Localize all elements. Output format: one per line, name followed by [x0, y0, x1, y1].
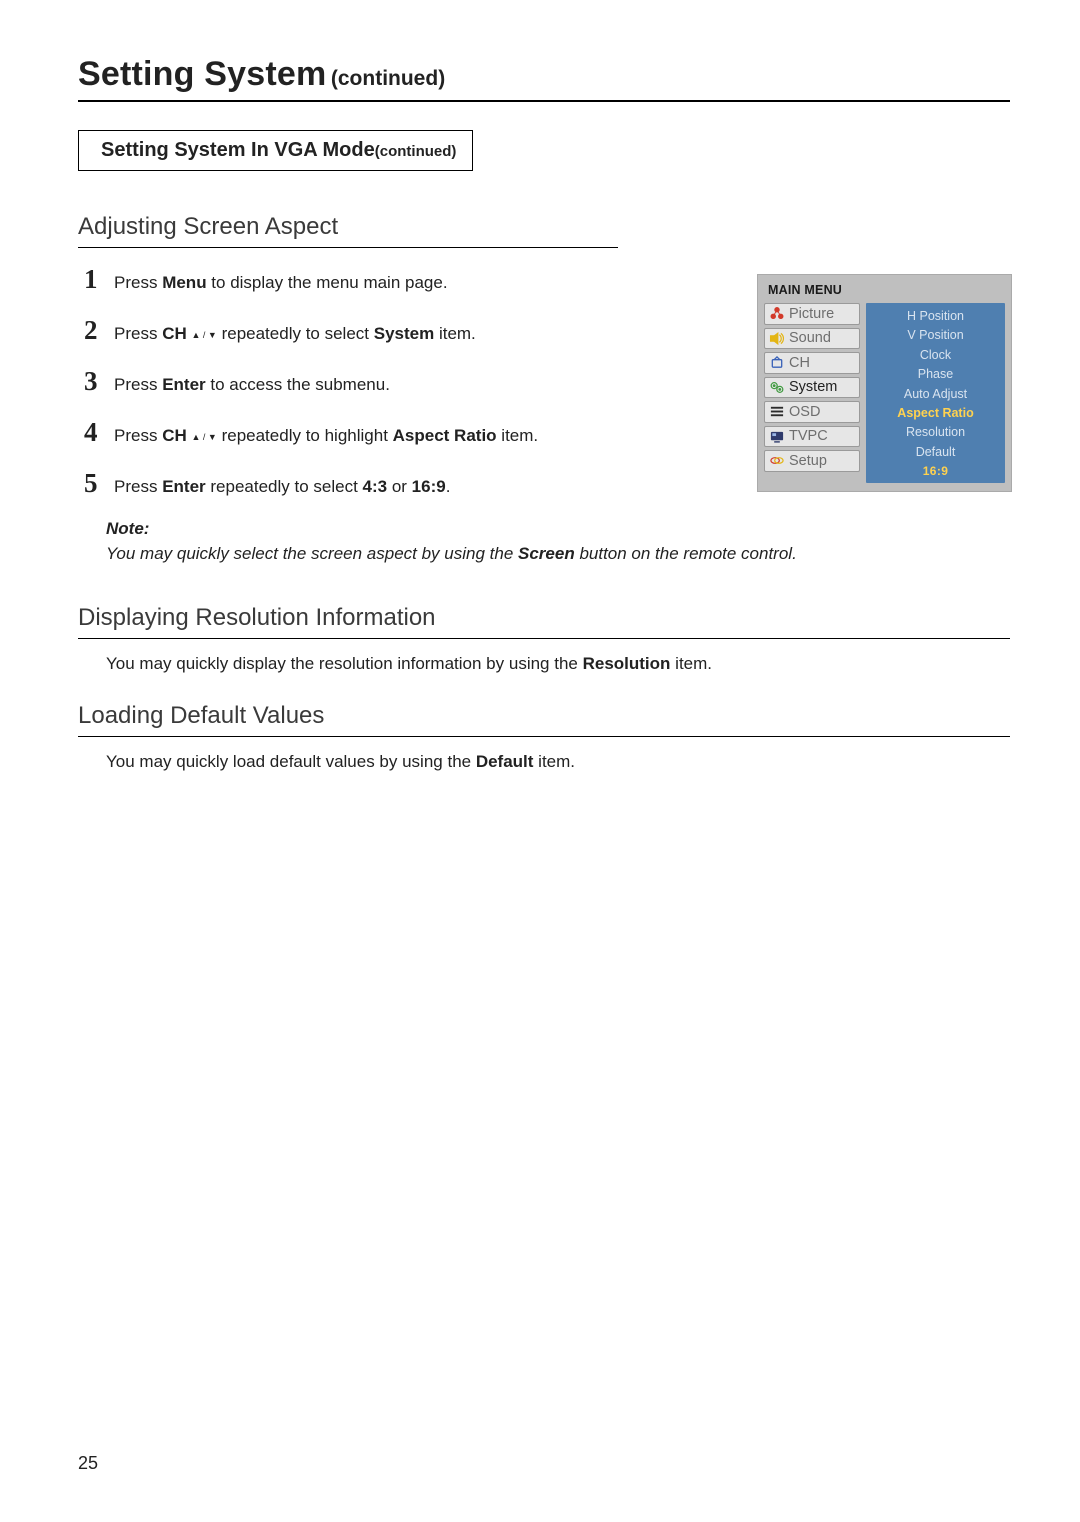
osd-title: MAIN MENU [768, 283, 1005, 297]
setup-icon [769, 453, 785, 468]
sound-icon [769, 331, 785, 346]
ch-up-down-icon: / [191, 329, 216, 341]
osd-right-value: 16:9 [923, 464, 949, 478]
osd-right-item: Auto Adjust [904, 385, 967, 404]
osd-right-item: Phase [918, 365, 953, 384]
osd-item-ch: CH [764, 352, 860, 374]
section-heading-aspect: Adjusting Screen Aspect [78, 213, 1010, 241]
osd-item-tvpc: TVPC [764, 426, 860, 448]
osd-right-item: V Position [907, 326, 963, 345]
subheading-suffix: (continued) [375, 143, 457, 160]
step-text: Press Menu to display the menu main page… [114, 272, 448, 295]
osd-right-item: Default [916, 443, 956, 462]
osd-right-item: H Position [907, 307, 964, 326]
osd-item-label: Setup [789, 453, 827, 469]
step-num: 5 [84, 468, 114, 499]
ch-icon [769, 355, 785, 370]
note-label: Note: [106, 519, 1010, 539]
step-text: Press Enter to access the submenu. [114, 374, 390, 397]
section-heading-resolution: Displaying Resolution Information [78, 604, 1010, 632]
ch-up-down-icon: / [191, 431, 216, 443]
tvpc-icon [769, 429, 785, 444]
osd-right-column: H Position V Position Clock Phase Auto A… [866, 303, 1005, 483]
osd-item-setup: Setup [764, 450, 860, 472]
osd-item-picture: Picture [764, 303, 860, 325]
osd-item-label: Picture [789, 306, 834, 322]
picture-icon [769, 306, 785, 321]
note-body: You may quickly select the screen aspect… [106, 543, 1010, 566]
osd-item-label: OSD [789, 404, 820, 420]
divider [78, 736, 1010, 737]
page-title-suffix: (continued) [331, 67, 445, 90]
step-num: 1 [84, 264, 114, 295]
step-num: 4 [84, 417, 114, 448]
osd-right-item-selected: Aspect Ratio [897, 404, 973, 423]
subheading-box: Setting System In VGA Mode(continued) [78, 130, 473, 171]
step-text: Press Enter repeatedly to select 4:3 or … [114, 476, 450, 499]
osd-menu-figure: MAIN MENU Picture [757, 274, 1012, 492]
step-text: Press CH / repeatedly to select System i… [114, 323, 476, 346]
step-text: Press CH / repeatedly to highlight Aspec… [114, 425, 538, 448]
step-num: 3 [84, 366, 114, 397]
osd-left-column: Picture Sound [764, 303, 860, 483]
osd-item-label: CH [789, 355, 810, 371]
osd-item-label: System [789, 379, 837, 395]
resolution-body: You may quickly display the resolution i… [106, 653, 1010, 676]
divider [78, 638, 1010, 639]
osd-item-osd: OSD [764, 401, 860, 423]
osd-item-label: Sound [789, 330, 831, 346]
osd-item-system: System [764, 377, 860, 399]
osd-right-item: Resolution [906, 423, 965, 442]
subheading-main: Setting System In VGA Mode [101, 139, 375, 161]
osd-icon [769, 404, 785, 419]
osd-frame: MAIN MENU Picture [757, 274, 1012, 492]
system-icon [769, 380, 785, 395]
page-title: Setting System (continued) [78, 55, 1010, 102]
osd-item-sound: Sound [764, 328, 860, 350]
section-heading-default: Loading Default Values [78, 702, 1010, 730]
page-number: 25 [78, 1453, 98, 1474]
divider [78, 247, 618, 248]
step-num: 2 [84, 315, 114, 346]
default-body: You may quickly load default values by u… [106, 751, 1010, 774]
osd-item-label: TVPC [789, 428, 828, 444]
osd-right-item: Clock [920, 346, 951, 365]
page-title-main: Setting System [78, 55, 326, 93]
